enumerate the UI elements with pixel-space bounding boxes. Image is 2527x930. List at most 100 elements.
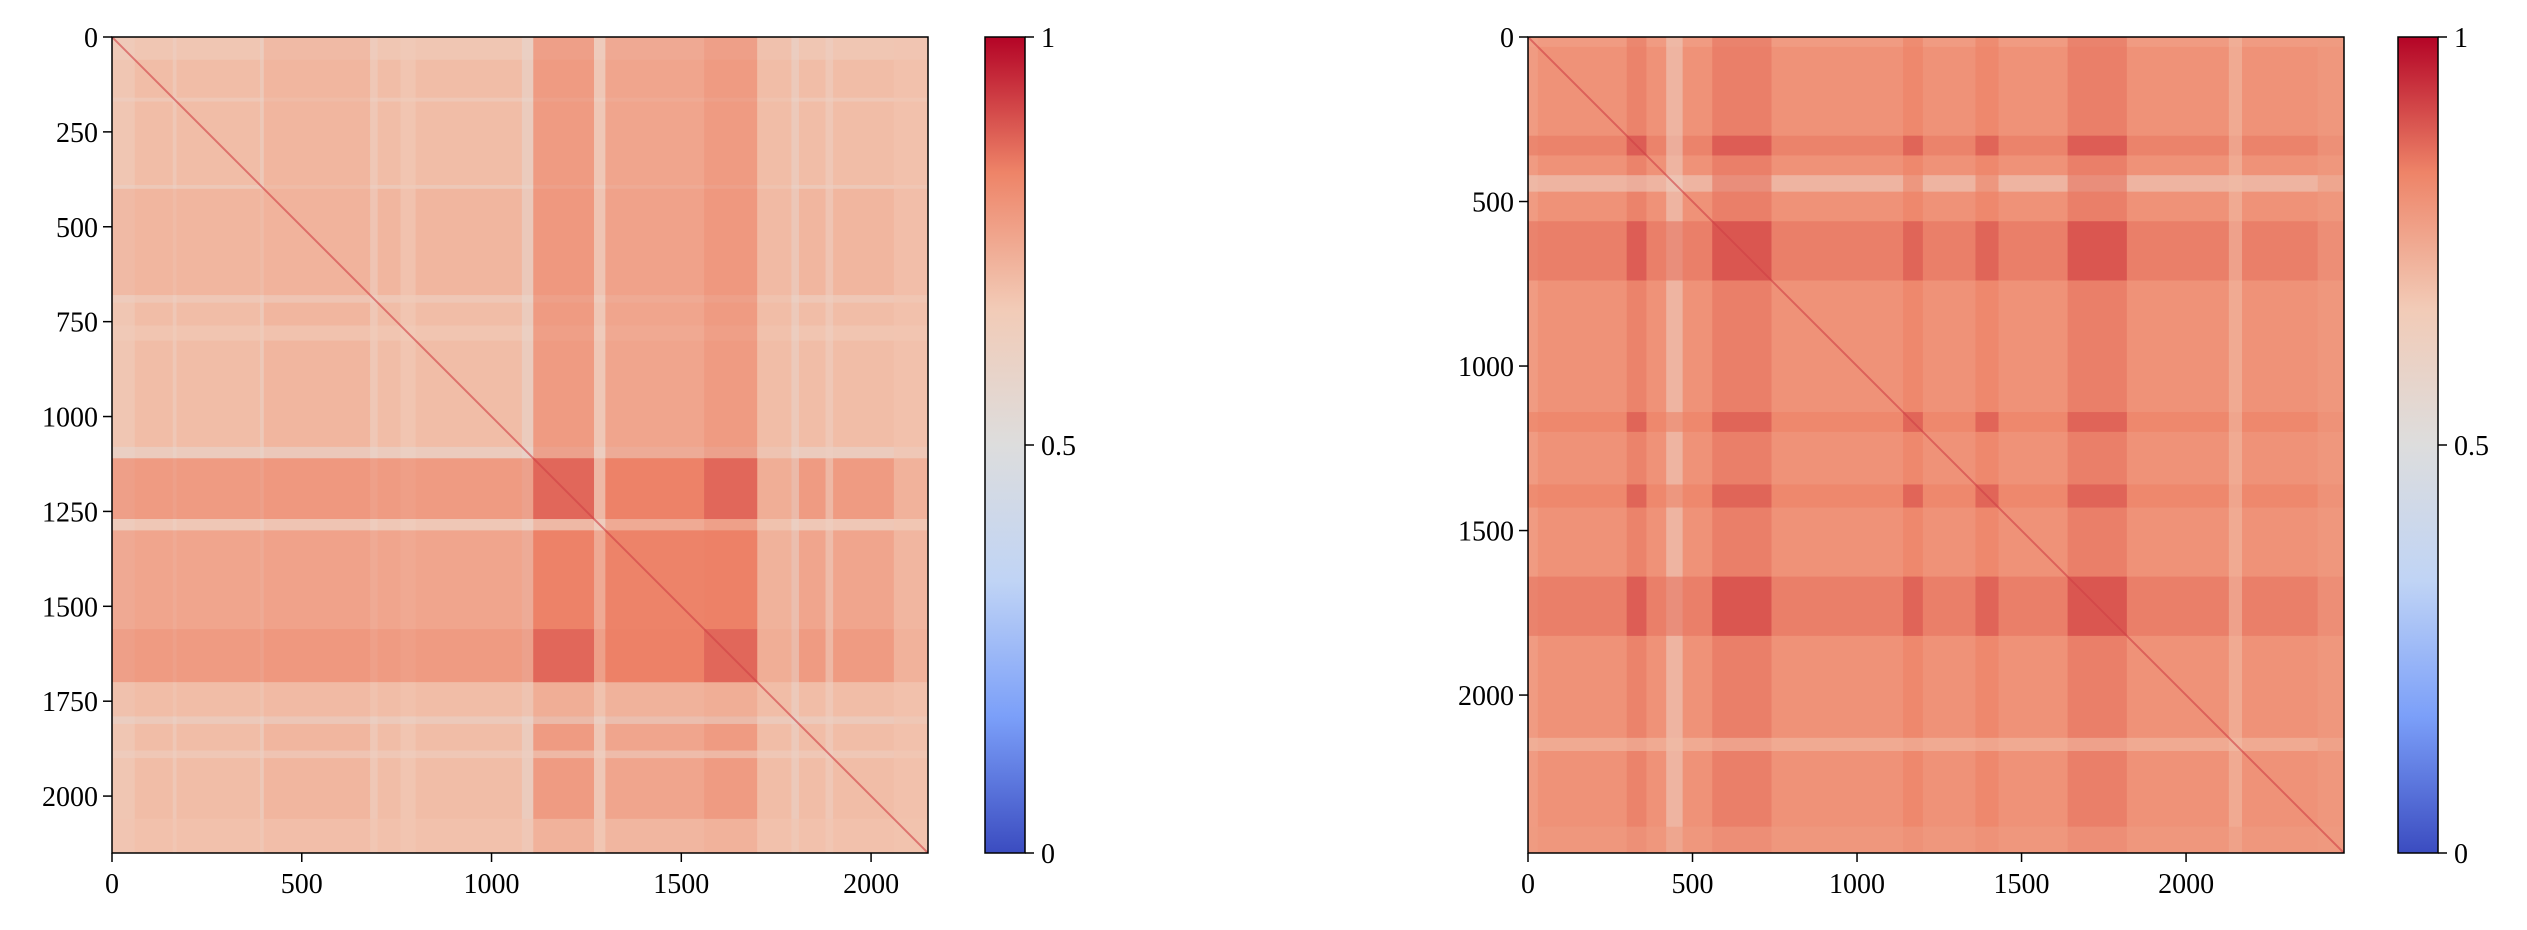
heatmap-block-0-2 — [533, 629, 595, 683]
heatmap-col-band-8 — [594, 37, 606, 853]
colorbar-tick-label: 0 — [1041, 839, 1055, 870]
heatmap-col-band-3 — [1712, 37, 1772, 853]
heatmap-block-1-3 — [1712, 484, 1772, 508]
heatmap-diagonal — [1528, 37, 2344, 853]
y-tick-label: 2000 — [1458, 681, 1514, 712]
heatmap-col-band-14 — [893, 37, 928, 853]
heatmap-block-4-0 — [2067, 135, 2127, 156]
heatmap-row-band-14 — [112, 818, 928, 853]
y-tick-label: 2000 — [42, 782, 98, 813]
heatmap-row-band-7 — [1528, 737, 2344, 751]
y-tick-label: 1250 — [42, 497, 98, 528]
heatmap-row-band-8 — [112, 519, 928, 531]
heatmap-col-band-5 — [1975, 37, 1999, 853]
x-tick-label: 2000 — [843, 869, 899, 900]
heatmap-row-band-6 — [1528, 576, 2344, 636]
heatmap-block-4-2 — [2067, 412, 2127, 432]
axes-frame — [1527, 36, 2345, 854]
heatmap-col-band-5 — [400, 37, 416, 853]
y-tick-label: 1750 — [42, 687, 98, 718]
heatmap-block-3-4 — [1975, 576, 1999, 636]
heatmap-col-band-6 — [2067, 37, 2127, 853]
axes-frame — [111, 36, 929, 854]
heatmap-col-band-13 — [825, 37, 834, 853]
y-tick-label: 1000 — [1458, 352, 1514, 383]
colorbar-tick-label: 1 — [1041, 23, 1055, 54]
x-tick-label: 1000 — [1829, 869, 1885, 900]
colorbar-tick-label: 0.5 — [1041, 431, 1076, 462]
heatmap-row-band-2 — [1528, 175, 2344, 192]
heatmap-block-0-1 — [533, 530, 595, 630]
heatmap-col-band-1 — [172, 37, 177, 853]
heatmap-row-band-12 — [112, 716, 928, 724]
heatmap-block-1-0 — [1712, 135, 1772, 156]
x-tick-label: 0 — [1521, 869, 1535, 900]
y-tick-label: 0 — [1500, 23, 1514, 54]
heatmap-block-1-0 — [605, 458, 705, 520]
heatmap-block-2-1 — [704, 530, 758, 630]
heatmap-block-2-3 — [1903, 484, 1923, 508]
y-tick-label: 1500 — [1458, 517, 1514, 548]
heatmap-block-0-1 — [1626, 221, 1647, 281]
heatmap-col-band-11 — [757, 37, 792, 853]
x-tick-label: 500 — [1672, 869, 1714, 900]
heatmap-col-band-2 — [1666, 37, 1683, 853]
heatmap-diagonal — [112, 37, 928, 853]
heatmap-col-band-6 — [521, 37, 534, 853]
heatmap-row-band-4 — [1528, 412, 2344, 432]
right-heatmap-panel: 0 500 1000 1500 2000 0 500 1000 1500 2000 0 0.5 1 — [1458, 23, 2489, 900]
heatmap-cells — [112, 37, 928, 853]
y-tick-label: 500 — [56, 213, 98, 244]
heatmap-col-band-0 — [112, 37, 135, 853]
heatmap-col-band-4 — [370, 37, 378, 853]
heatmap-cells — [1528, 37, 2344, 853]
x-tick-label: 0 — [105, 869, 119, 900]
heatmap-block-3-1 — [1975, 221, 1999, 281]
heatmap-col-band-7 — [533, 37, 595, 853]
heatmap-row-band-9 — [112, 530, 928, 630]
heatmap-row-band-0 — [1528, 37, 2344, 47]
x-tick-label: 2000 — [2158, 869, 2214, 900]
x-tick-label: 1500 — [653, 869, 709, 900]
heatmap-block-2-4 — [1903, 576, 1923, 636]
heatmap-block-4-3 — [2067, 484, 2127, 508]
heatmap-block-0-2 — [1626, 412, 1647, 432]
heatmap-row-band-3 — [1528, 221, 2344, 281]
heatmap-col-band-9 — [605, 37, 705, 853]
y-tick-label: 0 — [84, 23, 98, 54]
x-tick-label: 1500 — [1994, 869, 2050, 900]
y-tick-label: 1500 — [42, 592, 98, 623]
heatmap-row-band-13 — [112, 750, 928, 759]
left-heatmap-panel: 0 500 1000 1500 2000 0 250 500 750 1000 1250 1500 17… — [42, 23, 1076, 900]
y-tick-label: 500 — [1472, 188, 1514, 219]
heatmap-col-band-8 — [2317, 37, 2344, 853]
heatmap-row-band-5 — [1528, 484, 2344, 508]
x-tick-label: 1000 — [464, 869, 520, 900]
heatmap-block-1-2 — [1712, 412, 1772, 432]
heatmap-block-3-0 — [1975, 135, 1999, 156]
heatmap-block-1-4 — [1712, 576, 1772, 636]
colorbar-tick-label: 0.5 — [2454, 431, 2489, 462]
colorbar — [2397, 36, 2439, 854]
heatmap-col-band-3 — [263, 37, 371, 853]
heatmap-col-band-7 — [2228, 37, 2242, 853]
heatmap-row-band-0 — [112, 37, 928, 60]
y-tick-label: 250 — [56, 118, 98, 149]
y-tick-label: 750 — [56, 308, 98, 339]
colorbar — [984, 36, 1026, 854]
heatmap-block-0-3 — [1626, 484, 1647, 508]
heatmap-col-band-4 — [1903, 37, 1923, 853]
heatmap-block-2-0 — [1903, 135, 1923, 156]
heatmap-block-4-1 — [2067, 221, 2127, 281]
heatmap-block-3-2 — [1975, 412, 1999, 432]
x-tick-label: 500 — [281, 869, 323, 900]
colorbar-tick-label: 0 — [2454, 839, 2468, 870]
heatmap-block-0-4 — [1626, 576, 1647, 636]
heatmap-row-band-2 — [112, 185, 928, 189]
heatmap-row-band-3 — [112, 188, 928, 296]
heatmap-row-band-8 — [1528, 826, 2344, 853]
heatmap-row-band-11 — [112, 682, 928, 717]
heatmap-col-band-1 — [1626, 37, 1647, 853]
heatmap-block-2-0 — [704, 458, 758, 520]
